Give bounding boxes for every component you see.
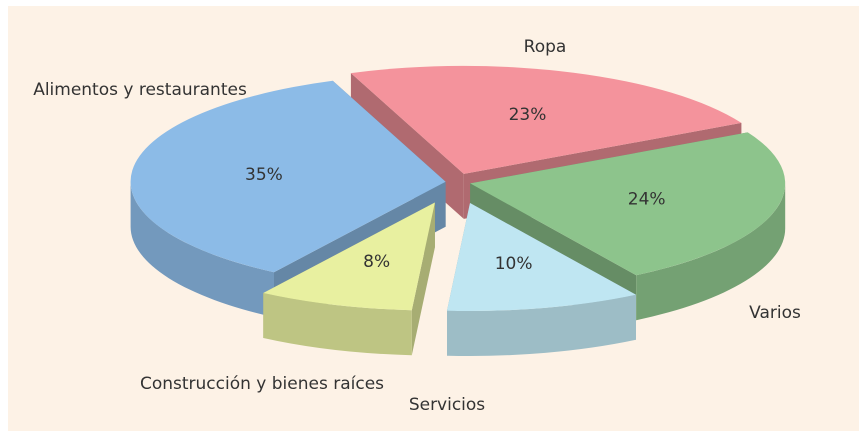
value-label: 10% (495, 254, 533, 274)
slice (470, 132, 786, 276)
slice-side (130, 181, 274, 318)
slice (447, 203, 636, 311)
category-label: Varios (749, 303, 801, 323)
value-label: 23% (509, 105, 547, 125)
value-label: 8% (363, 252, 390, 272)
slice-side (263, 293, 412, 356)
slice (130, 80, 446, 273)
category-label: Servicios (409, 395, 485, 415)
value-label: 24% (628, 190, 666, 210)
slice (350, 65, 742, 174)
category-label: Ropa (524, 37, 567, 57)
slice (263, 202, 435, 311)
slice-side (636, 183, 786, 321)
slice-side (447, 294, 636, 356)
category-label: Construcción y bienes raíces (140, 374, 384, 394)
value-label: 35% (245, 165, 283, 185)
category-label: Alimentos y restaurantes (33, 80, 247, 100)
